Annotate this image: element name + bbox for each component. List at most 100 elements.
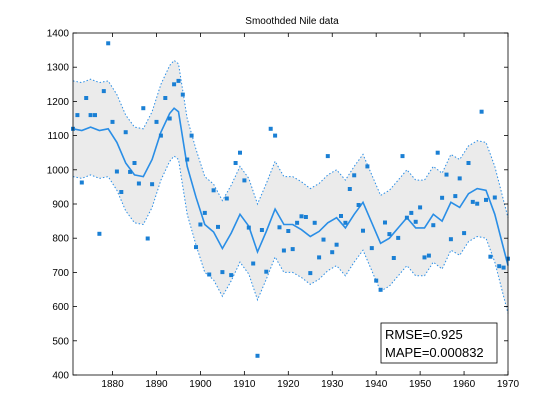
data-point	[238, 150, 242, 155]
x-tick-label: 1940	[365, 379, 388, 390]
y-tick-label: 400	[52, 371, 69, 382]
rmse-label: RMSE=0.925	[385, 327, 463, 342]
y-tick-label: 600	[52, 302, 69, 313]
y-tick-label: 1200	[47, 97, 70, 108]
data-point	[202, 210, 207, 215]
data-point	[470, 199, 475, 204]
data-point	[462, 231, 467, 236]
data-point	[93, 113, 97, 118]
data-point	[361, 228, 365, 233]
data-point	[145, 236, 150, 241]
data-point	[488, 254, 493, 259]
data-point	[97, 231, 102, 236]
data-point	[163, 96, 168, 100]
data-point	[268, 126, 273, 131]
stats-box-frame	[380, 322, 498, 364]
data-point	[409, 210, 414, 215]
data-point	[426, 253, 431, 258]
data-point	[277, 225, 282, 230]
data-point	[207, 272, 212, 277]
data-point	[220, 270, 225, 275]
data-point	[180, 92, 185, 97]
data-point	[347, 187, 352, 191]
data-point	[84, 96, 89, 100]
data-point	[128, 169, 133, 174]
data-point	[141, 106, 146, 111]
data-point	[330, 250, 335, 255]
data-point	[79, 180, 84, 185]
data-point	[378, 287, 383, 292]
data-point	[242, 178, 247, 183]
data-point	[325, 154, 330, 159]
data-point	[312, 220, 317, 225]
y-tick-label: 1100	[47, 131, 69, 142]
data-point	[440, 195, 445, 200]
data-point	[101, 89, 106, 94]
smoothed-line	[72, 107, 509, 266]
data-point	[75, 113, 80, 118]
x-tick-label: 1880	[101, 379, 124, 390]
data-point	[136, 181, 141, 186]
data-point	[435, 150, 440, 155]
data-point	[400, 154, 405, 159]
data-point	[273, 133, 278, 138]
x-axis-ticks: 1880 1890 1900 1910 1920 1930 1940 1950 1960 1970	[101, 33, 520, 390]
confidence-band-lower-edge	[72, 155, 509, 314]
data-point	[123, 130, 128, 135]
data-point	[413, 219, 418, 224]
data-point	[457, 176, 462, 181]
data-point	[321, 237, 326, 242]
data-point	[150, 182, 155, 187]
data-point	[154, 119, 159, 124]
data-point	[334, 242, 339, 247]
x-tick-label: 1960	[453, 379, 476, 390]
data-point	[492, 195, 497, 200]
data-point	[88, 113, 93, 118]
data-point	[303, 215, 308, 219]
data-point	[501, 265, 506, 270]
data-point	[479, 109, 484, 114]
data-point	[418, 205, 423, 210]
data-point	[224, 196, 229, 201]
data-point	[356, 203, 361, 207]
x-tick-label: 1950	[409, 379, 432, 390]
x-tick-label: 1970	[497, 379, 520, 390]
data-point	[281, 248, 286, 253]
data-point	[132, 161, 137, 165]
confidence-band	[73, 60, 508, 314]
data-point	[176, 78, 181, 83]
data-point	[167, 116, 172, 121]
data-point	[475, 201, 480, 206]
data-point	[189, 133, 194, 138]
data-point	[211, 188, 216, 193]
data-point	[158, 133, 163, 138]
data-point	[216, 224, 220, 229]
data-point	[431, 223, 436, 228]
data-point	[185, 157, 190, 162]
x-tick-label: 1890	[145, 379, 168, 390]
data-point	[396, 235, 401, 240]
data-point	[387, 232, 392, 237]
data-point	[444, 172, 449, 177]
data-point	[404, 215, 409, 220]
data-point	[286, 229, 291, 233]
x-tick-label: 1930	[321, 379, 344, 390]
data-point	[172, 82, 177, 87]
data-point	[453, 194, 458, 199]
data-point	[119, 190, 124, 194]
plot-area	[71, 41, 510, 358]
x-tick-label: 1900	[189, 379, 212, 390]
data-point	[317, 255, 322, 260]
data-point	[343, 220, 348, 225]
data-point	[110, 119, 115, 124]
data-point	[466, 161, 471, 165]
data-point	[448, 237, 453, 242]
y-tick-label: 900	[52, 200, 69, 211]
data-point	[290, 247, 295, 252]
data-point	[497, 264, 502, 269]
data-point	[198, 222, 203, 227]
data-point	[383, 220, 387, 225]
data-point	[246, 225, 251, 230]
data-point	[229, 273, 234, 278]
